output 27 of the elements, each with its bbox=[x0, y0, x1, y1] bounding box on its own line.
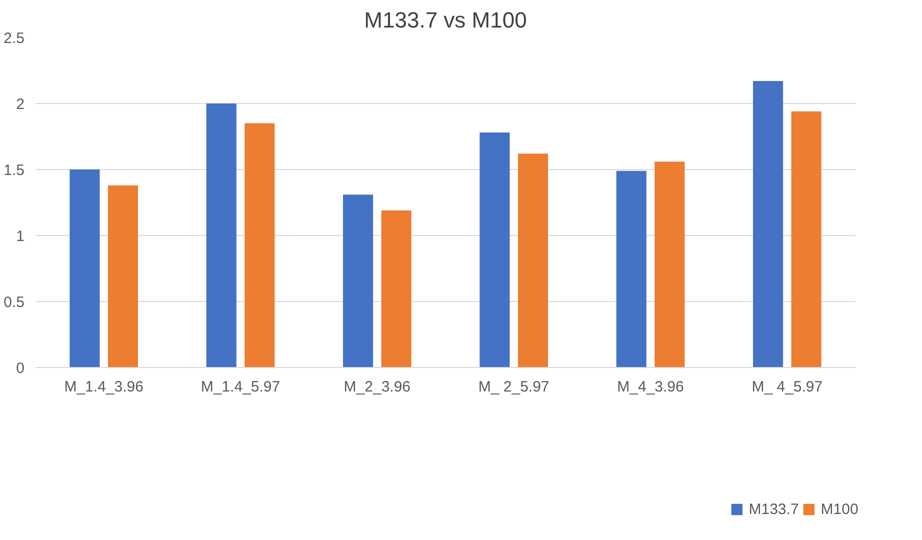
x-tick-label: M_2_3.96 bbox=[344, 378, 411, 396]
bar bbox=[616, 170, 646, 368]
bar bbox=[791, 111, 822, 368]
y-tick-label: 0.5 bbox=[4, 294, 25, 311]
legend-label: M100 bbox=[820, 500, 858, 518]
legend-label: M133.7 bbox=[748, 500, 799, 518]
bar bbox=[70, 170, 100, 368]
y-tick-label: 2 bbox=[16, 96, 24, 113]
x-tick-label: M_4_3.96 bbox=[617, 378, 684, 396]
bar bbox=[244, 123, 275, 368]
chart-title: M133.7 vs M100 bbox=[364, 8, 527, 32]
y-tick-label: 1.5 bbox=[4, 162, 25, 179]
y-tick-label: 0 bbox=[16, 360, 24, 377]
bar bbox=[480, 132, 510, 368]
y-tick-label: 2.5 bbox=[4, 30, 25, 47]
bar bbox=[518, 154, 548, 368]
bar bbox=[381, 210, 412, 368]
bar bbox=[108, 185, 138, 368]
bar bbox=[654, 162, 685, 368]
bar bbox=[343, 194, 374, 368]
bar bbox=[753, 81, 784, 368]
y-tick-label: 1 bbox=[16, 228, 24, 245]
x-tick-label: M_1.4_3.96 bbox=[64, 378, 144, 396]
x-tick-label: M_1.4_5.97 bbox=[200, 378, 280, 396]
x-tick-label: M_ 2_5.97 bbox=[478, 378, 550, 396]
bar bbox=[206, 104, 236, 368]
x-tick-label: M_ 4_5.97 bbox=[752, 378, 823, 396]
